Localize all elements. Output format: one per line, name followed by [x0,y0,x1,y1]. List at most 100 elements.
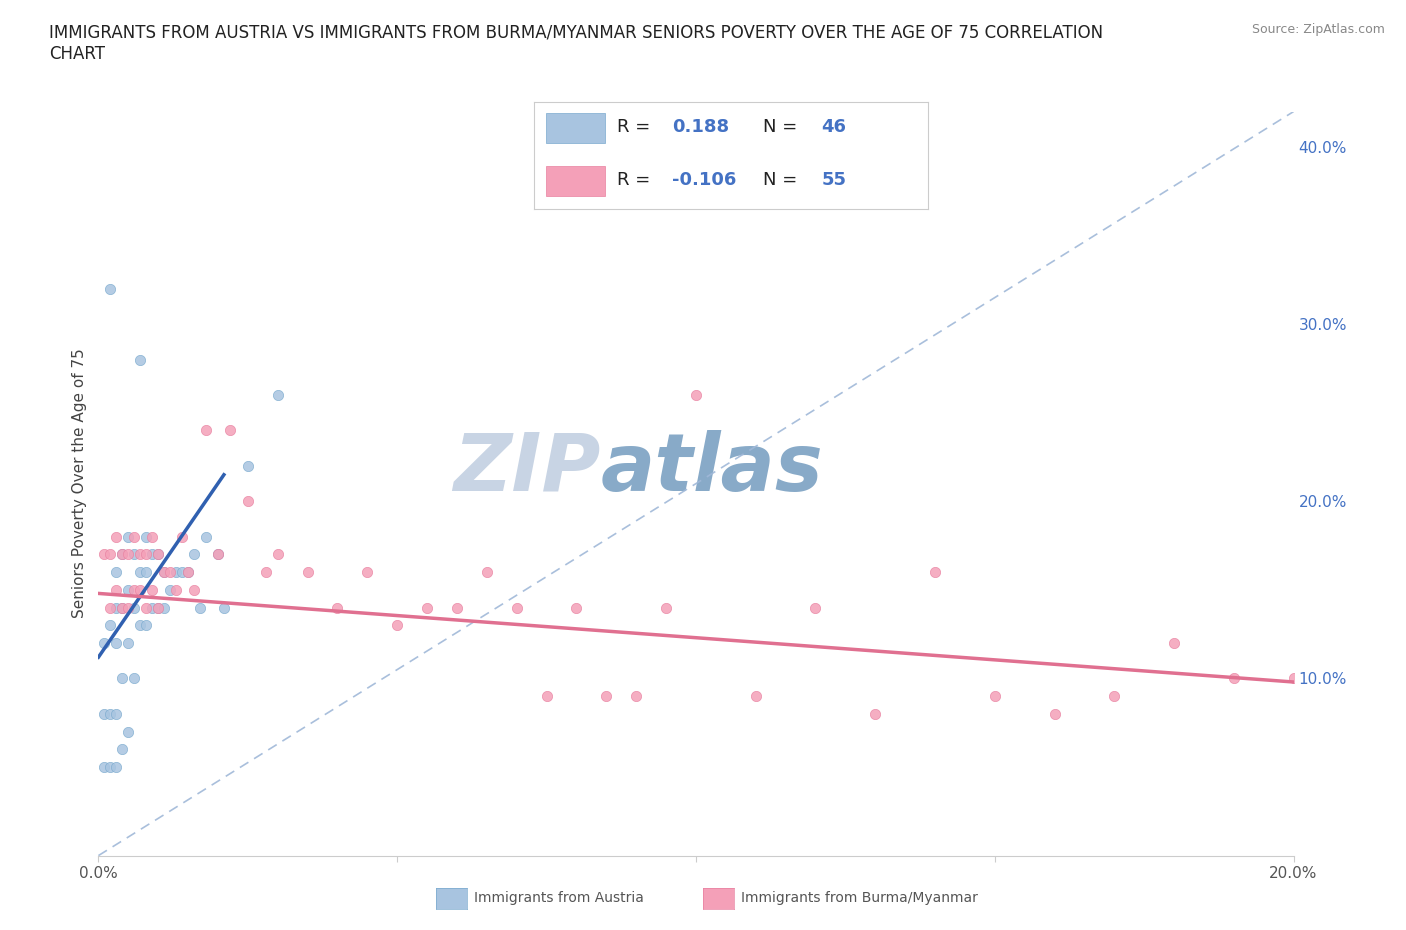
Point [98,618,122,632]
Point [105,600,128,615]
Point [98,547,122,562]
Point [195,529,218,544]
Point [129,565,152,579]
Point [745,689,768,704]
Point [105,529,128,544]
Point [93,635,115,650]
Point [148,547,170,562]
Text: -0.106: -0.106 [672,171,737,190]
Point [207,547,229,562]
Point [117,724,139,739]
Point [117,547,139,562]
Point [183,582,205,597]
Point [129,352,152,367]
Point [177,565,200,579]
Text: R =: R = [617,171,657,190]
Point [267,547,290,562]
Point [124,671,146,686]
Point [1223,671,1246,686]
Text: 55: 55 [821,171,846,190]
Point [219,423,242,438]
Point [135,618,157,632]
Text: Source: ZipAtlas.com: Source: ZipAtlas.com [1251,23,1385,36]
Point [98,707,122,722]
Point [117,600,139,615]
Text: R =: R = [617,118,657,136]
Point [135,565,157,579]
Point [172,565,194,579]
Point [1282,671,1305,686]
Point [148,600,170,615]
Point [141,582,163,597]
Point [195,423,218,438]
Point [506,600,529,615]
Point [655,600,678,615]
Point [93,547,115,562]
Point [105,635,128,650]
Point [117,635,139,650]
Point [188,600,211,615]
Point [212,600,235,615]
Text: Immigrants from Austria: Immigrants from Austria [474,891,644,906]
Point [685,388,707,403]
Point [117,529,139,544]
Point [207,547,229,562]
Point [111,600,134,615]
Point [1163,635,1185,650]
Point [165,565,187,579]
Point [267,388,290,403]
Point [105,760,128,775]
Point [98,600,122,615]
Point [297,565,319,579]
Point [416,600,439,615]
Point [595,689,617,704]
Text: Immigrants from Burma/Myanmar: Immigrants from Burma/Myanmar [741,891,977,906]
Y-axis label: Seniors Poverty Over the Age of 75: Seniors Poverty Over the Age of 75 [72,349,87,618]
Point [172,529,194,544]
Text: N =: N = [762,171,803,190]
Point [326,600,349,615]
Point [984,689,1007,704]
FancyBboxPatch shape [546,113,605,143]
Point [105,707,128,722]
Point [153,565,176,579]
Point [177,565,200,579]
Point [111,671,134,686]
Point [536,689,558,704]
Point [446,600,468,615]
Point [804,600,827,615]
Point [141,529,163,544]
Point [141,600,163,615]
Point [475,565,498,579]
Point [165,582,187,597]
Point [98,760,122,775]
Point [111,547,134,562]
Point [124,547,146,562]
Text: IMMIGRANTS FROM AUSTRIA VS IMMIGRANTS FROM BURMA/MYANMAR SENIORS POVERTY OVER TH: IMMIGRANTS FROM AUSTRIA VS IMMIGRANTS FR… [49,23,1104,41]
Point [865,707,887,722]
Point [129,547,152,562]
Text: CHART: CHART [49,45,105,62]
Point [148,600,170,615]
Point [236,494,259,509]
Point [565,600,588,615]
Point [117,582,139,597]
Text: ZIP: ZIP [453,430,600,508]
Text: 0.188: 0.188 [672,118,730,136]
Point [135,529,157,544]
FancyBboxPatch shape [546,166,605,196]
Point [153,600,176,615]
Point [129,582,152,597]
Point [129,618,152,632]
Point [135,547,157,562]
Point [159,565,181,579]
Point [356,565,378,579]
Point [1104,689,1126,704]
Text: 46: 46 [821,118,846,136]
Point [141,547,163,562]
Point [183,547,205,562]
Point [124,600,146,615]
Point [111,600,134,615]
Point [93,707,115,722]
Point [93,760,115,775]
